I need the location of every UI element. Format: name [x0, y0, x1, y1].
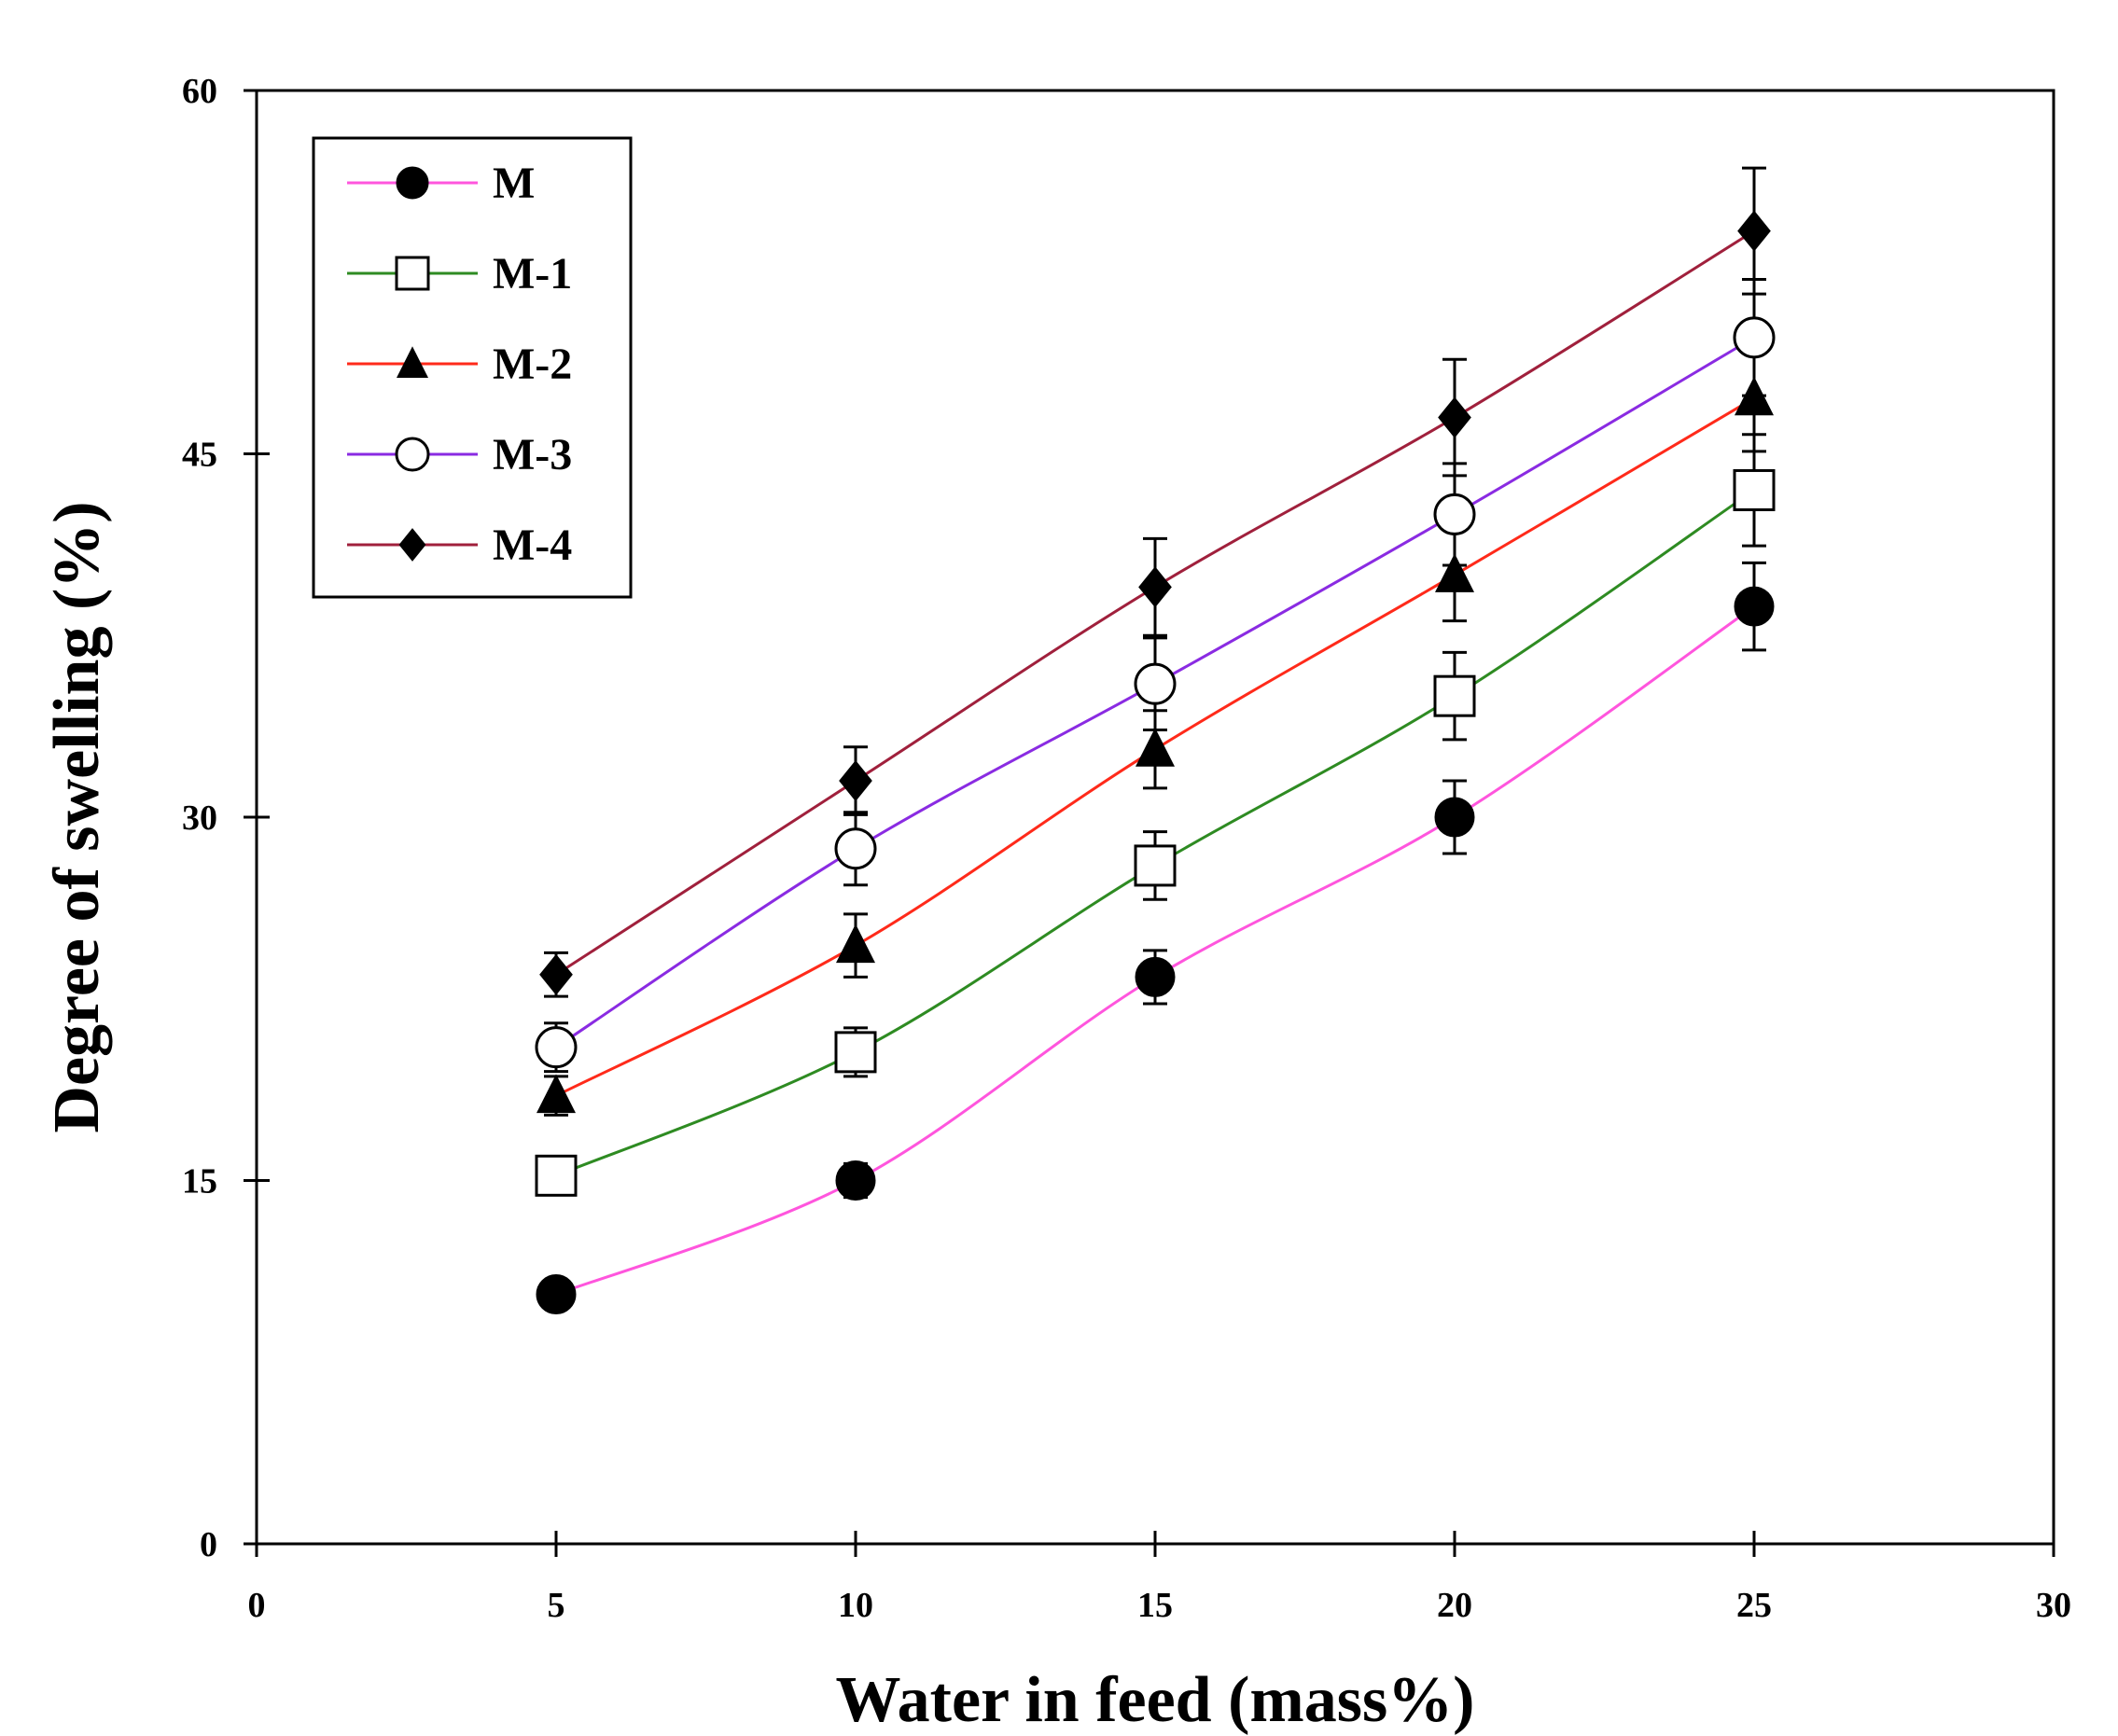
data-point — [1138, 566, 1172, 608]
y-axis-label: Degree of swelling (%) — [41, 501, 113, 1132]
legend: M M-1 M-2 M-3 M-4 — [312, 136, 633, 599]
y-tick-label: 60 — [182, 72, 217, 111]
series-M — [536, 561, 1775, 1315]
data-point — [834, 1031, 877, 1074]
x-tick-label: 30 — [2036, 1586, 2071, 1625]
legend-entry: M-2 — [347, 340, 572, 389]
data-point — [1438, 396, 1471, 438]
y-tick-label: 30 — [182, 799, 217, 838]
legend-label: M — [493, 159, 535, 208]
data-point — [836, 924, 875, 964]
x-tick-label: 15 — [1137, 1586, 1173, 1625]
data-point — [1136, 728, 1175, 767]
data-point — [1734, 586, 1775, 627]
legend-marker — [396, 166, 429, 200]
x-axis-label: Water in feed (mass%) — [836, 1664, 1475, 1736]
x-tick-label: 10 — [838, 1586, 873, 1625]
series-M-3 — [535, 278, 1776, 1074]
data-point — [535, 1154, 578, 1197]
data-point — [834, 827, 877, 870]
data-point — [1433, 493, 1476, 535]
data-point — [536, 1274, 577, 1315]
y-tick-label: 15 — [182, 1162, 217, 1201]
x-tick-label: 25 — [1736, 1586, 1772, 1625]
legend-label: M-3 — [493, 430, 572, 479]
series-layer — [535, 166, 1776, 1315]
legend-entry: M-1 — [347, 249, 572, 299]
legend-label: M-1 — [493, 249, 572, 299]
data-point — [1434, 797, 1475, 838]
data-point — [1433, 674, 1476, 717]
legend-marker — [395, 437, 430, 472]
legend-box — [312, 136, 633, 599]
data-point — [1733, 316, 1776, 359]
legend-entry: M-3 — [347, 430, 572, 479]
data-point — [1135, 956, 1176, 997]
legend-label: M-4 — [493, 521, 572, 570]
y-tick-label: 45 — [182, 436, 217, 475]
legend-marker — [398, 528, 426, 562]
data-point — [536, 1074, 576, 1114]
series-M-2 — [536, 343, 1774, 1117]
legend-marker — [397, 346, 428, 378]
x-tick-label: 0 — [248, 1586, 266, 1625]
legend-entry: M — [347, 159, 535, 208]
x-tick-label: 20 — [1437, 1586, 1472, 1625]
data-point — [1737, 210, 1771, 252]
data-point — [535, 1026, 578, 1069]
data-point — [835, 1160, 876, 1201]
data-point — [1134, 662, 1177, 705]
data-point — [1134, 844, 1177, 887]
x-tick-label: 5 — [548, 1586, 565, 1625]
series-M-4 — [539, 166, 1771, 998]
axis-ticks: 0 5 10 15 20 25 30 0 15 30 45 60 — [182, 72, 2071, 1625]
legend-entry: M-4 — [347, 521, 572, 570]
legend-label: M-2 — [493, 340, 572, 389]
legend-marker — [395, 256, 430, 291]
data-point — [1435, 553, 1474, 592]
y-tick-label: 0 — [200, 1525, 217, 1564]
data-point — [1733, 468, 1776, 511]
data-point — [539, 953, 573, 995]
series-M-1 — [535, 433, 1776, 1197]
data-point — [839, 760, 872, 802]
